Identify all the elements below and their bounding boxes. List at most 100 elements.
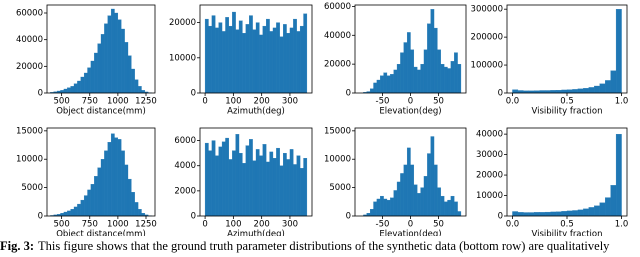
y-tick-label: 30000 — [476, 150, 503, 160]
histogram-bar — [417, 69, 421, 94]
y-tick-label: 5000 — [329, 183, 351, 193]
histogram-bar — [204, 142, 209, 217]
x-tick-label: 500 — [54, 97, 70, 107]
histogram-bar — [450, 195, 455, 217]
histogram-bar — [208, 150, 213, 217]
x-tick-label: 1.0 — [615, 97, 629, 107]
histogram-bar — [215, 155, 219, 217]
histogram-bar — [396, 63, 401, 94]
histogram-bar — [141, 213, 146, 217]
histogram-bar — [276, 147, 280, 217]
histogram-bar — [110, 133, 115, 217]
x-tick-label: 0.0 — [506, 220, 520, 230]
y-tick-label: 20000 — [324, 60, 351, 70]
histogram-bar — [87, 189, 92, 217]
histogram-bar — [403, 164, 408, 217]
histogram-bar — [283, 152, 287, 217]
histogram-bar — [83, 72, 88, 94]
histogram-bar — [443, 201, 448, 217]
histogram-bar — [605, 197, 611, 217]
histogram-bar — [406, 147, 411, 217]
x-tick-label: 0.5 — [560, 220, 574, 230]
histogram-bar — [228, 159, 233, 217]
y-tick-label: 2000 — [174, 186, 196, 196]
histogram-bar — [87, 67, 92, 94]
histogram-bar — [124, 42, 129, 94]
x-tick-label: -50 — [376, 97, 390, 107]
histogram-bar — [373, 82, 378, 94]
histogram-bar — [272, 27, 277, 94]
histogram-bar — [610, 185, 617, 217]
y-tick-label: 20000 — [169, 18, 196, 28]
histogram-bar — [450, 61, 455, 94]
histogram-bar — [417, 193, 421, 217]
histogram-bar — [286, 159, 291, 217]
x-tick-label: 100 — [225, 97, 241, 107]
histogram-bar — [517, 212, 524, 217]
histogram-bar — [266, 161, 270, 217]
y-tick-label: 10000 — [16, 155, 43, 165]
histogram-bar — [107, 142, 112, 217]
histogram-bar — [447, 68, 452, 94]
histogram-bar — [63, 88, 68, 94]
histogram-bar — [67, 87, 71, 94]
histogram-bar — [550, 211, 557, 217]
x-tick-label: 1250 — [135, 97, 157, 107]
y-tick-label: 0 — [498, 212, 503, 222]
histogram-bar — [259, 155, 263, 217]
caption: Fig. 3: This figure shows that the ground… — [0, 239, 640, 254]
histogram-bar — [100, 34, 105, 94]
axes-frame — [46, 127, 156, 217]
y-tick-label: 20000 — [16, 62, 43, 72]
caption-text: This figure shows that the ground truth … — [38, 239, 610, 253]
histogram-bar — [376, 198, 381, 217]
histogram-bar — [272, 158, 277, 217]
histogram-bar — [249, 15, 253, 94]
histogram-bar — [114, 137, 119, 217]
histogram-bar — [80, 199, 85, 217]
histogram-bar — [588, 207, 595, 217]
histogram-bar — [121, 150, 125, 217]
histogram-bar — [393, 69, 398, 94]
histogram-bar — [134, 79, 139, 94]
histogram-bar — [90, 60, 95, 94]
histogram-bar — [232, 11, 236, 94]
caption-label: Fig. 3: — [0, 239, 35, 253]
histogram-bar — [252, 29, 257, 94]
histogram-bar — [615, 9, 622, 94]
histogram-bar — [400, 52, 404, 94]
axes-frame — [199, 127, 313, 217]
histogram-bar — [610, 70, 617, 94]
histogram-bar — [393, 190, 398, 217]
histogram-bar — [262, 25, 267, 94]
histogram-bar — [512, 211, 519, 217]
histogram-bar — [303, 13, 308, 94]
histogram-bar — [97, 167, 102, 217]
histogram-bar — [255, 22, 260, 94]
histogram-bar — [204, 18, 209, 94]
histogram-bar — [137, 209, 142, 217]
x-tick-label: 200 — [254, 97, 270, 107]
histogram-bar — [73, 83, 78, 94]
histogram-bar — [369, 88, 374, 94]
histogram-bar — [114, 12, 119, 94]
histogram-bar — [286, 33, 291, 94]
y-tick-label: 6000 — [174, 136, 196, 146]
y-tick-label: 10000 — [169, 53, 196, 63]
x-tick-label: 100 — [225, 220, 241, 230]
histogram-bar — [60, 213, 65, 217]
histogram-bar — [249, 139, 253, 217]
y-tick-label: 300000 — [471, 5, 503, 15]
x-tick-label: 0 — [202, 97, 207, 107]
histogram-bar — [299, 25, 304, 94]
axes-frame — [46, 4, 156, 94]
y-tick-label: 15000 — [324, 126, 351, 136]
y-tick-label: 4000 — [174, 161, 196, 171]
y-tick-label: 200000 — [471, 33, 503, 43]
histogram-bar — [245, 24, 250, 94]
y-tick-label: 10000 — [324, 155, 351, 165]
y-tick-label: 40000 — [324, 31, 351, 41]
x-tick-label: 750 — [82, 97, 98, 107]
histogram-bar — [413, 66, 418, 94]
histogram-bar — [615, 133, 622, 217]
